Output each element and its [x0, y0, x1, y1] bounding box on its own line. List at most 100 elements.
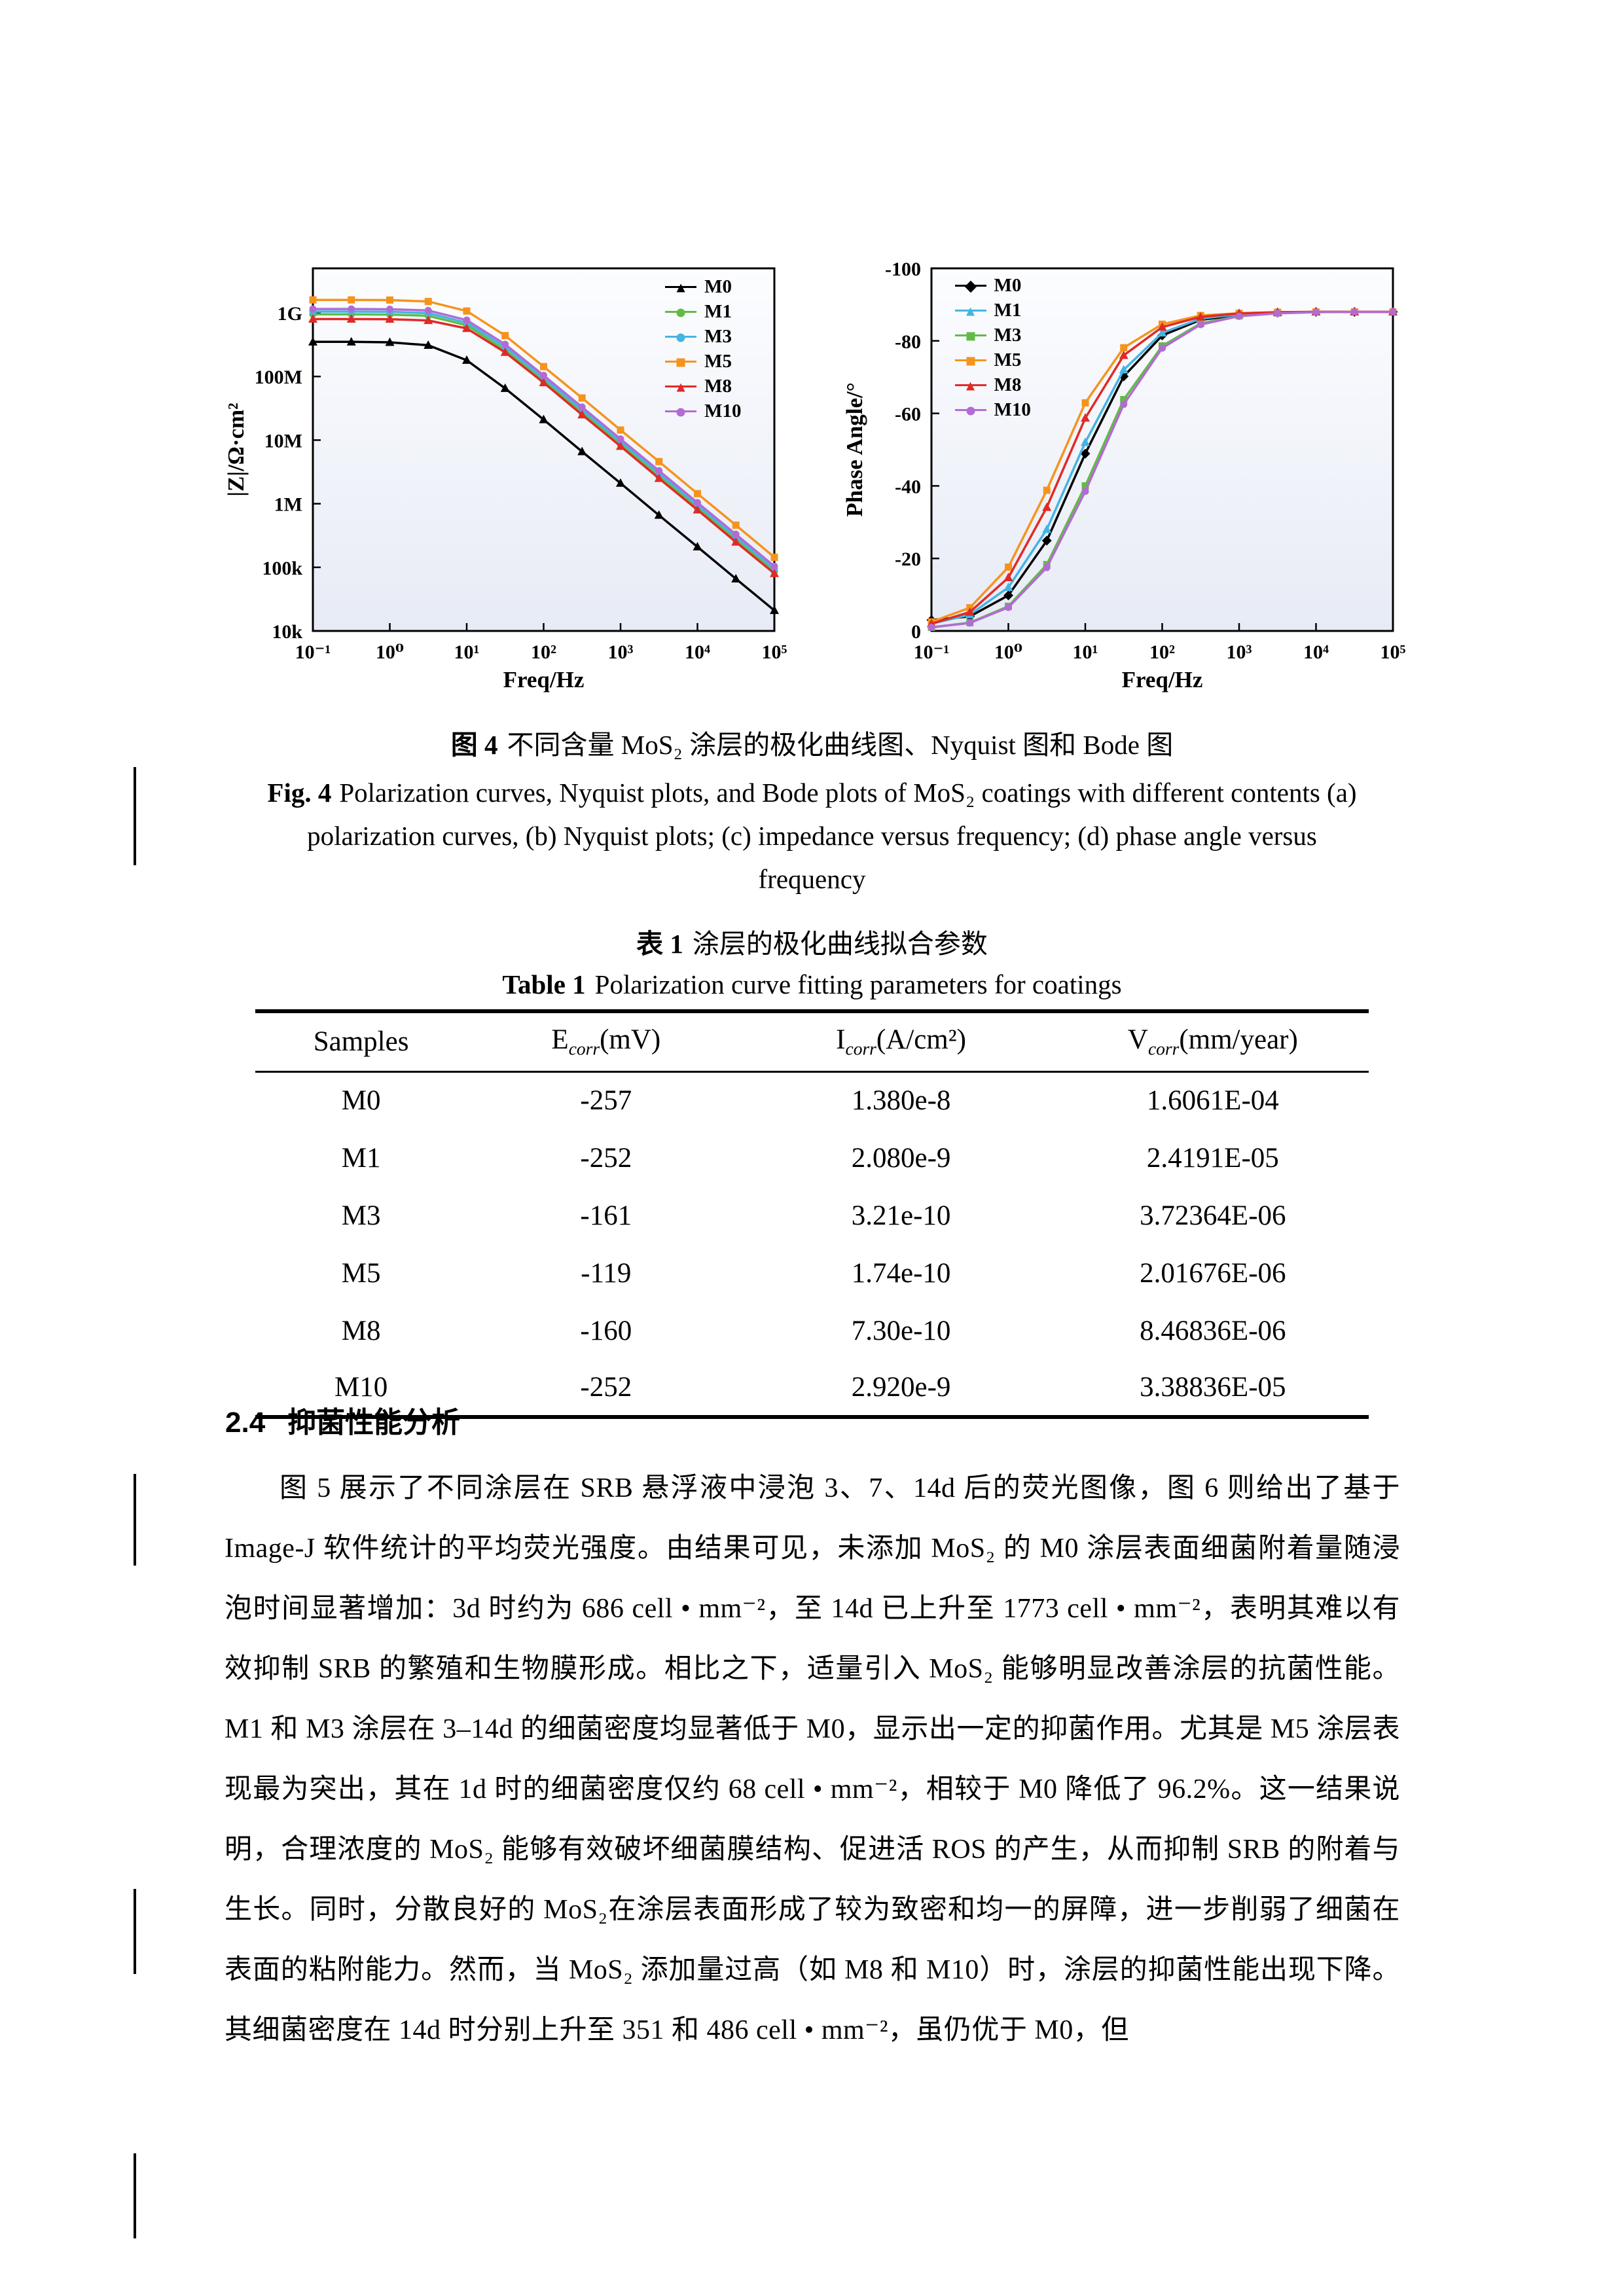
phase-legend: M0 M1 M3 M5 M8 M10	[954, 275, 1031, 420]
col-header-samples: Samples	[313, 1026, 409, 1058]
table-row: M1 -252 2.080e-9 2.4191E-05	[255, 1129, 1369, 1187]
legend-line-sample	[954, 406, 986, 416]
y-tick-label: 1M	[274, 494, 302, 516]
y-axis-label: Phase Angle/°	[842, 382, 867, 517]
x-axis-label: Freq/Hz	[503, 667, 584, 692]
triangle-marker-icon	[676, 283, 685, 293]
y-axis-label: |Z|/Ω·cm²	[223, 403, 249, 496]
table-caption-en-text: Polarization curve fitting parameters fo…	[594, 969, 1122, 999]
cell-sample: M10	[334, 1372, 388, 1403]
cell-vcorr: 1.6061E-04	[1146, 1085, 1279, 1117]
legend-label: M10	[704, 401, 742, 422]
legend-label: M1	[994, 300, 1022, 321]
y-tick-label: 1G	[277, 303, 302, 325]
square-marker-icon	[966, 357, 975, 366]
y-tick-label: -60	[895, 404, 921, 425]
figure-caption-en-label: Fig. 4	[267, 778, 332, 808]
table-row: M3 -161 3.21e-10 3.72364E-06	[255, 1187, 1369, 1244]
legend-line-sample	[665, 383, 697, 392]
legend-label: M8	[994, 374, 1022, 395]
triangle-marker-icon	[676, 383, 685, 392]
legend-line-sample	[665, 283, 697, 293]
col-header-vcorr: Vcorr(mm/year)	[1127, 1024, 1298, 1060]
circle-marker-icon	[966, 406, 975, 416]
legend-line-sample	[665, 408, 697, 417]
legend-line-sample	[665, 333, 697, 342]
cell-vcorr: 8.46836E-06	[1140, 1315, 1286, 1346]
figure-caption-zh: 图 4 不同含量 MoS₂ 涂层的极化曲线图、Nyquist 图和 Bode 图	[0, 728, 1624, 762]
legend-line-sample	[954, 382, 986, 391]
triangle-marker-icon	[966, 307, 975, 316]
cell-vcorr: 3.38836E-05	[1140, 1372, 1286, 1403]
polarization-table: Samples Ecorr(mV) Icorr(A/cm²) Vcorr(mm/…	[255, 1009, 1369, 1419]
cell-icorr: 7.30e-10	[851, 1315, 951, 1346]
y-tick-label: 10k	[272, 621, 302, 643]
cell-ecorr: -257	[580, 1085, 632, 1117]
figure-caption-zh-text: 不同含量 MoS₂ 涂层的极化曲线图、Nyquist 图和 Bode 图	[507, 730, 1174, 760]
cell-icorr: 2.080e-9	[851, 1142, 951, 1174]
x-tick-label: 10²	[1149, 641, 1175, 663]
cell-sample: M0	[341, 1085, 381, 1117]
circle-marker-icon	[676, 333, 685, 342]
figure-4: 10⁻¹ 10⁰ 10¹ 10² 10³ 10⁴ 10⁵ 10k 100k 1M 10M 100M 1G…	[213, 243, 1411, 702]
legend-item-M10: M10	[665, 401, 742, 422]
table-caption-en: Table 1 Polarization curve fitting parame…	[0, 967, 1624, 1002]
section-title: 抑菌性能分析	[287, 1407, 461, 1439]
cell-icorr: 2.920e-9	[851, 1372, 951, 1403]
revision-bar	[134, 1474, 136, 1566]
cell-sample: M3	[341, 1200, 381, 1231]
figure-caption-zh-label: 图 4	[450, 730, 498, 760]
y-tick-label: 0	[911, 621, 921, 643]
diamond-marker-icon	[964, 280, 977, 293]
y-tick-label: 100k	[262, 558, 302, 579]
legend-line-sample	[954, 357, 986, 366]
legend-label: M0	[994, 275, 1022, 296]
legend-item-M1: M1	[665, 302, 741, 321]
body-paragraph: 图 5 展示了不同涂层在 SRB 悬浮液中浸泡 3、7、14d 后的荧光图像，图…	[225, 1473, 1400, 2045]
legend-item-M5: M5	[665, 352, 741, 371]
section-heading-2-4: 2.4 抑菌性能分析	[225, 1408, 460, 1437]
legend-line-sample	[954, 307, 986, 316]
col-header-ecorr: Ecorr(mV)	[551, 1024, 661, 1060]
legend-label: M5	[704, 351, 732, 372]
phase-bode-panel: 10⁻¹ 10⁰ 10¹ 10² 10³ 10⁴ 10⁵ 0 -20 -40 -60 -80 -100 F…	[832, 243, 1411, 702]
x-tick-label: 10³	[607, 641, 633, 663]
x-tick-label: 10³	[1226, 641, 1252, 663]
cell-sample: M1	[341, 1142, 381, 1174]
square-marker-icon	[966, 332, 975, 341]
impedance-chart-svg: 10⁻¹ 10⁰ 10¹ 10² 10³ 10⁴ 10⁵ 10k 100k 1M 10M 100M 1G…	[223, 267, 787, 692]
cell-ecorr: -252	[580, 1142, 632, 1174]
x-tick-label: 10⁵	[761, 641, 787, 663]
cell-sample: M5	[341, 1257, 381, 1289]
cell-icorr: 1.74e-10	[851, 1257, 951, 1289]
legend-item-M3: M3	[954, 326, 1031, 345]
legend-label: M3	[704, 326, 732, 347]
y-tick-label: -80	[895, 331, 921, 353]
cell-icorr: 1.380e-8	[851, 1085, 951, 1117]
x-tick-label: 10⁰	[375, 641, 403, 663]
impedance-legend: M0 M1 M3 M5 M8 M10	[665, 276, 742, 422]
phase-chart-svg: 10⁻¹ 10⁰ 10¹ 10² 10³ 10⁴ 10⁵ 0 -20 -40 -60 -80 -100 F…	[842, 259, 1406, 692]
x-axis-label: Freq/Hz	[1121, 667, 1202, 692]
x-tick-label: 10¹	[1072, 641, 1098, 663]
x-tick-label: 10¹	[454, 641, 479, 663]
cell-ecorr: -119	[581, 1257, 632, 1289]
table-caption-zh-text: 涂层的极化曲线拟合参数	[692, 929, 988, 959]
legend-label: M0	[704, 276, 732, 297]
section-number: 2.4	[225, 1407, 266, 1439]
x-tick-label: 10⁻¹	[913, 641, 949, 663]
revision-bar	[134, 767, 136, 865]
table-row: M8 -160 7.30e-10 8.46836E-06	[255, 1302, 1369, 1359]
table-caption-zh-label: 表 1	[636, 929, 683, 959]
cell-sample: M8	[341, 1315, 381, 1346]
figure-caption-en: Fig. 4 Polarization curves, Nyquist plots…	[259, 771, 1365, 901]
legend-item-M5: M5	[954, 350, 1031, 370]
cell-ecorr: -161	[580, 1200, 632, 1231]
table-header-row: Samples Ecorr(mV) Icorr(A/cm²) Vcorr(mm/…	[255, 1011, 1369, 1071]
figure-caption-en-text: Polarization curves, Nyquist plots, and …	[307, 778, 1357, 894]
legend-line-sample	[665, 358, 697, 367]
legend-line-sample	[665, 308, 697, 317]
cell-ecorr: -160	[580, 1315, 632, 1346]
legend-label: M5	[994, 350, 1022, 370]
